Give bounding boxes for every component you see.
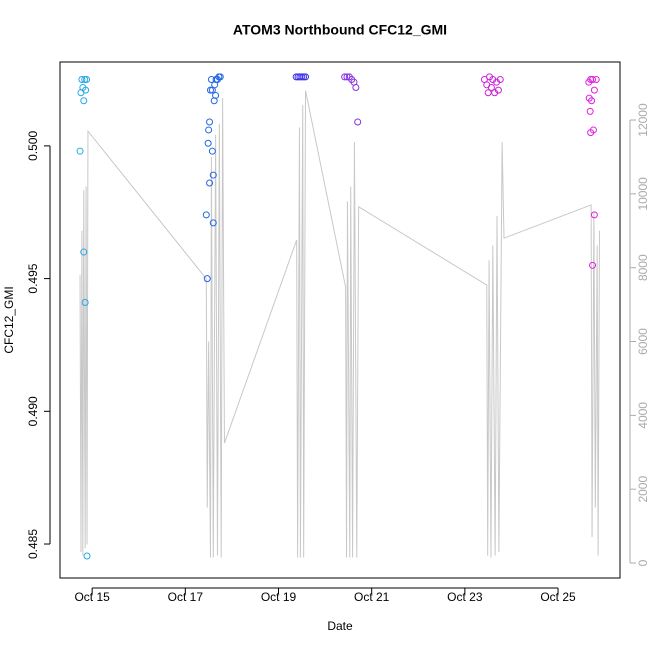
point [76,147,84,155]
point [216,73,224,81]
point [204,139,212,147]
y2-tick-label: 8000 [636,254,650,281]
point [209,171,217,179]
y-tick-label: 0.500 [26,131,40,161]
y2-tick-label: 6000 [636,328,650,355]
x-tick-label: Oct 15 [74,590,110,604]
point [83,76,91,84]
point [589,76,597,84]
point [589,261,597,269]
x-tick-label: Oct 25 [540,590,576,604]
x-tick-label: Oct 19 [261,590,297,604]
y-tick-label: 0.490 [26,396,40,426]
y-tick-label: 0.495 [26,263,40,293]
point [80,248,88,256]
point [202,211,210,219]
point [212,91,220,99]
y2-tick-label: 12000 [636,103,650,137]
point [300,73,308,81]
point [487,83,495,91]
point [83,552,91,560]
y2-tick-label: 4000 [636,402,650,429]
point [341,73,349,81]
point [208,86,216,94]
point [494,86,502,94]
point [206,86,214,94]
point [81,298,89,306]
point [82,86,90,94]
point [586,107,594,115]
point [205,126,213,134]
x-tick-label: Oct 17 [168,590,204,604]
point [206,118,214,126]
point [208,147,216,155]
point [587,129,595,137]
y2-tick-label: 0 [636,559,650,566]
point [203,275,211,283]
point [209,219,217,227]
y-tick-label: 0.485 [26,529,40,559]
point [206,179,214,187]
chart-title: ATOM3 Northbound CFC12_GMI [233,22,447,38]
point [592,76,600,84]
plot-box [59,61,621,579]
point [590,211,598,219]
point [484,89,492,97]
y2-tick-label: 10000 [636,177,650,211]
y-axis-label: CFC12_GMI [2,286,16,353]
point [590,86,598,94]
point [352,83,360,91]
point [588,97,596,105]
point [80,97,88,105]
y2-tick-label: 2000 [636,476,650,503]
point [298,73,306,81]
point [78,76,86,84]
point [354,118,362,126]
altitude-line [79,90,600,558]
x-axis-label: Date [327,619,353,633]
point [496,76,504,84]
x-tick-label: Oct 21 [354,590,390,604]
point [302,73,310,81]
point [81,76,89,84]
x-tick-label: Oct 23 [447,590,483,604]
